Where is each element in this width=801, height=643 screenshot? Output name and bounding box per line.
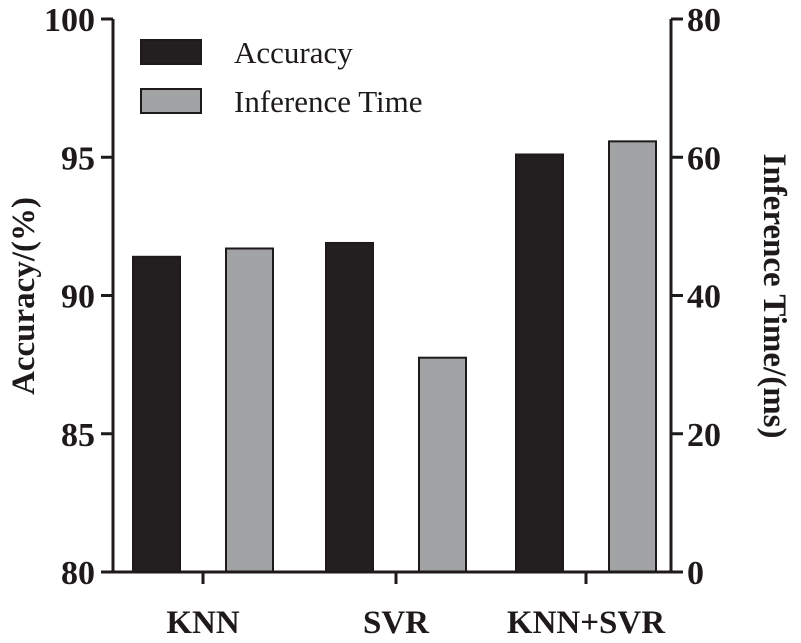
bar-marks bbox=[132, 140, 657, 574]
bar-accuracy-knn bbox=[132, 255, 181, 573]
bar-inference-time-svr bbox=[418, 356, 467, 573]
legend: Accuracy Inference Time bbox=[140, 35, 423, 119]
right-tick-label: 0 bbox=[687, 555, 704, 592]
right-tick-label: 60 bbox=[687, 140, 721, 177]
left-axis-title: Accuracy/(%) bbox=[6, 197, 42, 395]
bar-accuracy-knn-svr bbox=[515, 153, 564, 574]
right-axis-title: Inference Time/(ms) bbox=[756, 153, 792, 438]
legend-swatch-accuracy bbox=[140, 39, 202, 65]
legend-label-inference-time: Inference Time bbox=[234, 84, 423, 119]
left-tick-label: 80 bbox=[61, 555, 95, 592]
bar-inference-time-knn bbox=[225, 247, 274, 573]
x-tick-label: KNN+SVR bbox=[507, 605, 666, 641]
right-tick-label: 20 bbox=[687, 417, 721, 454]
left-tick-label: 90 bbox=[61, 279, 95, 316]
left-tick-label: 95 bbox=[61, 140, 95, 177]
left-tick-label: 100 bbox=[44, 2, 95, 39]
ticks: KNN SVR KNN+SVR 80 85 90 95 100 0 20 40 60 80 bbox=[44, 2, 721, 641]
right-tick-label: 40 bbox=[687, 279, 721, 316]
left-tick-label: 85 bbox=[61, 417, 95, 454]
legend-label-accuracy: Accuracy bbox=[234, 35, 353, 70]
bar-inference-time-knn-svr bbox=[608, 140, 657, 573]
x-tick-label: KNN bbox=[166, 605, 240, 641]
right-tick-label: 80 bbox=[687, 2, 721, 39]
legend-swatch-inference-time bbox=[140, 88, 202, 114]
x-tick-label: SVR bbox=[363, 605, 430, 641]
bar-accuracy-svr bbox=[325, 241, 374, 573]
